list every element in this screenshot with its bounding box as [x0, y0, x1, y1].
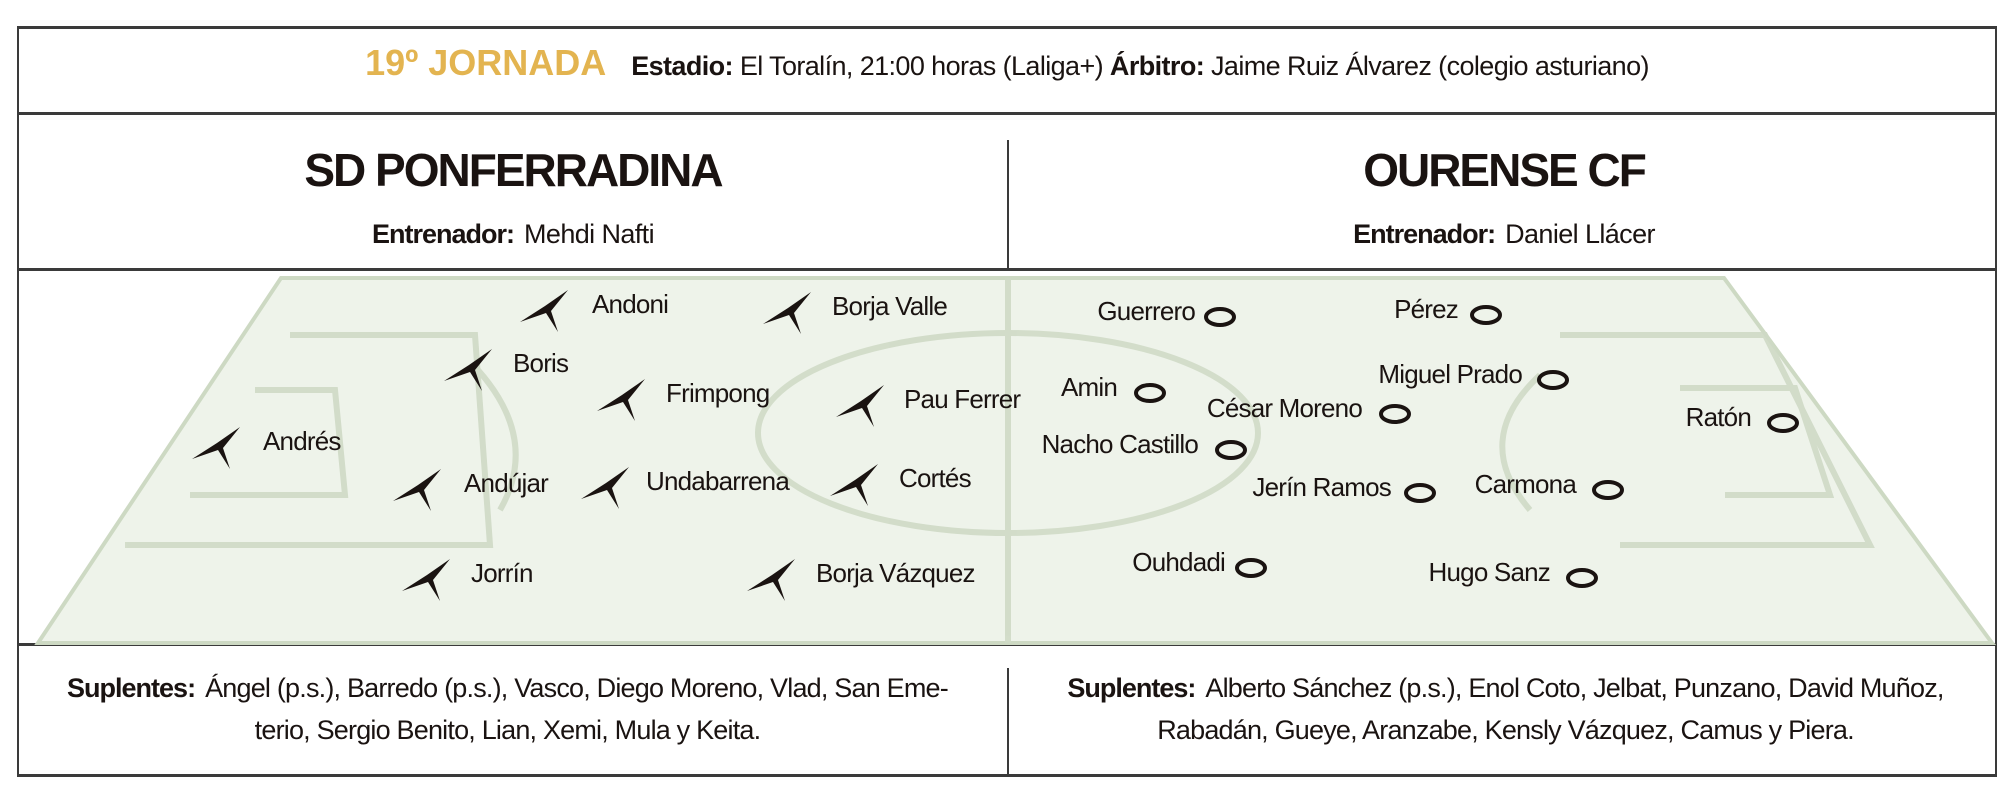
circle-icon — [1592, 480, 1624, 500]
away-subs-line-2: Rabadán, Gueye, Aranzabe, Kensly Vázquez… — [1157, 715, 1854, 745]
home-player-name: Boris — [513, 348, 569, 378]
referee-value: Jaime Ruiz Álvarez (colegio asturiano) — [1211, 51, 1649, 81]
star-icon — [747, 559, 795, 601]
referee-label: Árbitro: — [1109, 51, 1205, 81]
away-player-name: Amin — [1060, 372, 1118, 402]
circle-icon — [1566, 568, 1598, 588]
away-player-name: Miguel Prado — [1378, 359, 1522, 389]
home-player-name: Frimpong — [666, 378, 770, 408]
home-coach: Entrenador: Mehdi Nafti — [18, 218, 1008, 250]
home-team-name: SD PONFERRADINA — [304, 144, 723, 196]
away-player-name: Carmona — [1474, 469, 1577, 499]
circle-icon — [1379, 404, 1411, 424]
star-icon — [763, 292, 811, 334]
star-icon — [830, 464, 878, 506]
home-coach-name: Mehdi Nafti — [524, 219, 655, 249]
star-icon — [520, 290, 568, 332]
home-substitutes: Suplentes: Ángel (p.s.), Barredo (p.s.), … — [20, 667, 995, 751]
header-divider — [18, 112, 1996, 115]
star-icon — [597, 379, 645, 421]
subs-center-divider — [1007, 668, 1009, 776]
away-player-name: Hugo Sanz — [1428, 557, 1551, 587]
home-player-name: Andújar — [464, 468, 549, 498]
team-center-divider — [1007, 140, 1009, 270]
away-player-name: Ratón — [1685, 402, 1752, 432]
left-border — [17, 26, 19, 777]
home-player-name: Andoni — [592, 289, 669, 319]
circle-icon — [1404, 483, 1436, 503]
circle-icon — [1204, 307, 1236, 327]
home-subs-line-2: terio, Sergio Benito, Lian, Xemi, Mula y… — [254, 715, 761, 745]
match-info: 19º JORNADA Estadio: El Toralín, 21:00 h… — [18, 40, 1996, 86]
home-player-name: Borja Valle — [832, 291, 948, 321]
away-coach-label: Entrenador: — [1353, 219, 1496, 249]
star-icon — [836, 385, 884, 427]
away-player-name: Nacho Castillo — [1041, 429, 1199, 459]
circle-icon — [1470, 305, 1502, 325]
stadium-value: El Toralín, 21:00 horas (Laliga+) — [739, 51, 1104, 81]
star-icon — [402, 559, 450, 601]
away-substitutes: Suplentes: Alberto Sánchez (p.s.), Enol C… — [1018, 667, 1993, 751]
away-player-name: Guerrero — [1097, 296, 1195, 326]
home-player-name: Andrés — [263, 426, 341, 456]
home-player-name: Jorrín — [471, 558, 533, 588]
home-coach-label: Entrenador: — [372, 219, 515, 249]
home-player-name: Cortés — [899, 463, 972, 493]
circle-icon — [1215, 440, 1247, 460]
jornada-title: 19º JORNADA — [365, 42, 607, 83]
away-player-name: Ouhdadi — [1132, 547, 1226, 577]
right-border — [1995, 26, 1997, 777]
home-subs-label: Suplentes: — [67, 673, 196, 703]
away-player-name: Jerín Ramos — [1252, 472, 1391, 502]
away-coach-name: Daniel Llácer — [1505, 219, 1655, 249]
home-player-name: Borja Vázquez — [816, 558, 976, 588]
star-icon — [393, 469, 441, 511]
away-player-name: César Moreno — [1206, 393, 1363, 423]
star-icon — [192, 427, 240, 469]
star-icon — [581, 467, 629, 509]
circle-icon — [1767, 413, 1799, 433]
stadium-label: Estadio: — [631, 51, 733, 81]
home-subs-line-1: Ángel (p.s.), Barredo (p.s.), Vasco, Die… — [205, 673, 949, 703]
away-coach: Entrenador: Daniel Llácer — [1009, 218, 1999, 250]
star-icon — [444, 349, 492, 391]
circle-icon — [1537, 370, 1569, 390]
circle-icon — [1134, 383, 1166, 403]
away-subs-label: Suplentes: — [1067, 673, 1196, 703]
away-subs-line-1: Alberto Sánchez (p.s.), Enol Coto, Jelba… — [1205, 673, 1944, 703]
circle-icon — [1235, 558, 1267, 578]
away-team-name: OURENSE CF — [1363, 144, 1647, 196]
top-border — [18, 26, 1996, 29]
home-player-name: Pau Ferrer — [904, 384, 1021, 414]
home-player-name: Undabarrena — [646, 466, 790, 496]
away-player-name: Pérez — [1394, 294, 1459, 324]
